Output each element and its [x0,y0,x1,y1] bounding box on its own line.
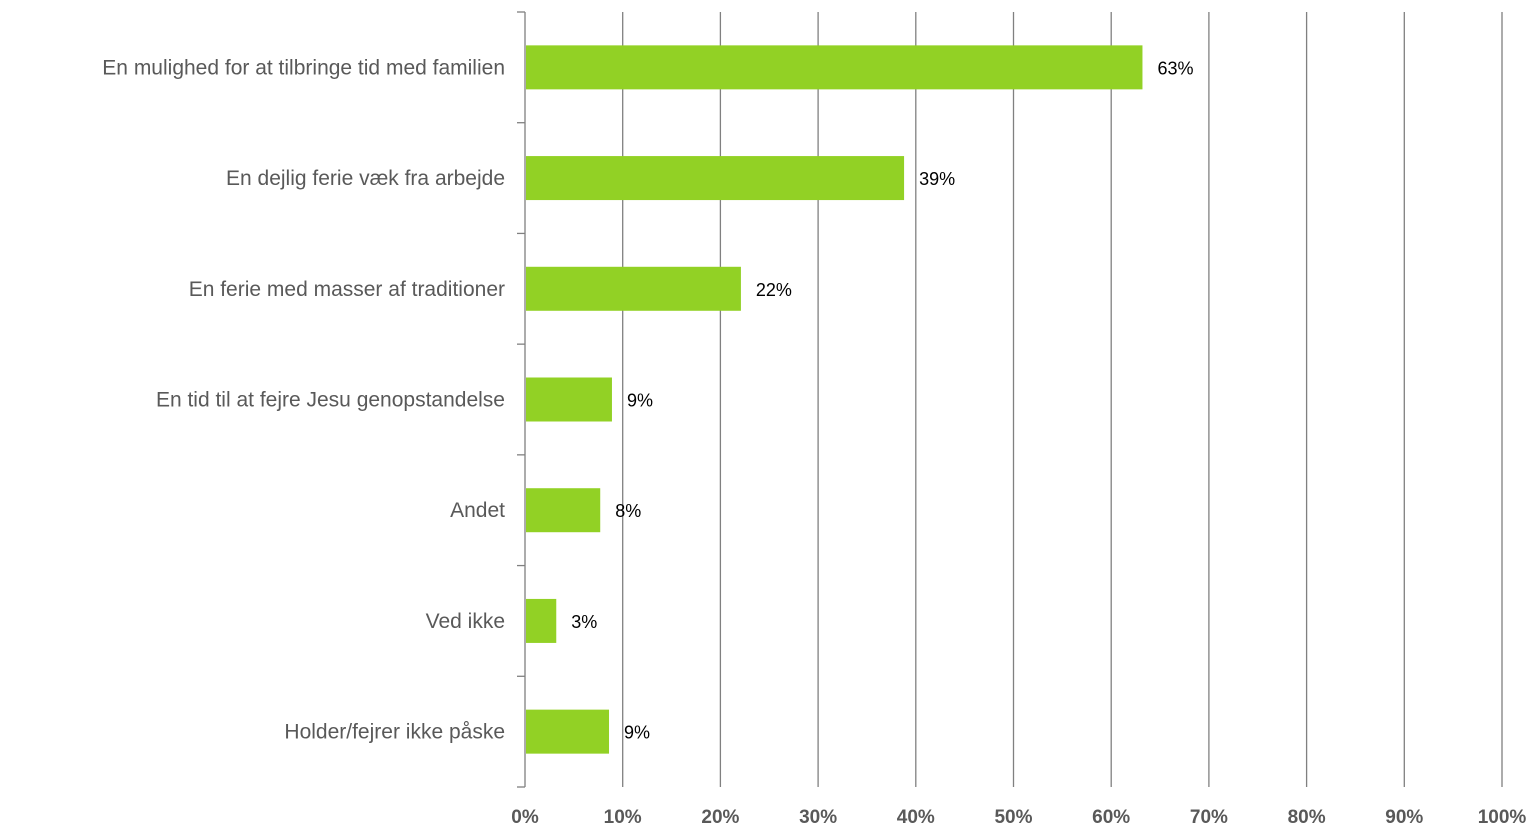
x-tick-label: 80% [1288,807,1326,828]
gridlines [622,12,1503,787]
category-label: En dejlig ferie væk fra arbejde [226,167,505,190]
data-label: 8% [615,501,641,521]
x-tick-label: 20% [701,807,739,828]
bar [526,156,905,201]
x-tick-label: 100% [1478,807,1527,828]
bar [526,45,1143,90]
y-axis [517,11,526,788]
category-label: Holder/fejrer ikke påske [284,721,505,744]
category-label: En mulighed for at tilbringe tid med fam… [102,56,505,79]
bar [526,709,610,754]
x-tick-label: 60% [1092,807,1130,828]
bar [526,488,601,533]
bar [526,266,741,311]
data-label: 3% [571,612,597,632]
data-label: 9% [624,723,650,743]
labels: 0% 10% 20% 30% 40% 50% 60% 70% 80% 90% 100% En muli… [102,56,1526,828]
bars [526,45,1143,754]
x-tick-label: 70% [1190,807,1228,828]
x-tick-label: 50% [994,807,1032,828]
bar [526,598,557,643]
category-label: En ferie med masser af traditioner [189,278,505,301]
bar [526,377,612,422]
x-tick-label: 90% [1385,807,1423,828]
x-tick-label: 10% [604,807,642,828]
data-label: 9% [627,391,653,411]
category-label: Andet [450,499,505,522]
category-label: En tid til at fejre Jesu genopstandelse [156,389,505,412]
category-label: Ved ikke [426,610,505,633]
data-label: 39% [919,169,955,189]
x-tick-label: 30% [799,807,837,828]
data-label: 63% [1157,58,1193,78]
x-tick-label: 0% [511,807,539,828]
data-label: 22% [756,280,792,300]
x-tick-label: 40% [897,807,935,828]
